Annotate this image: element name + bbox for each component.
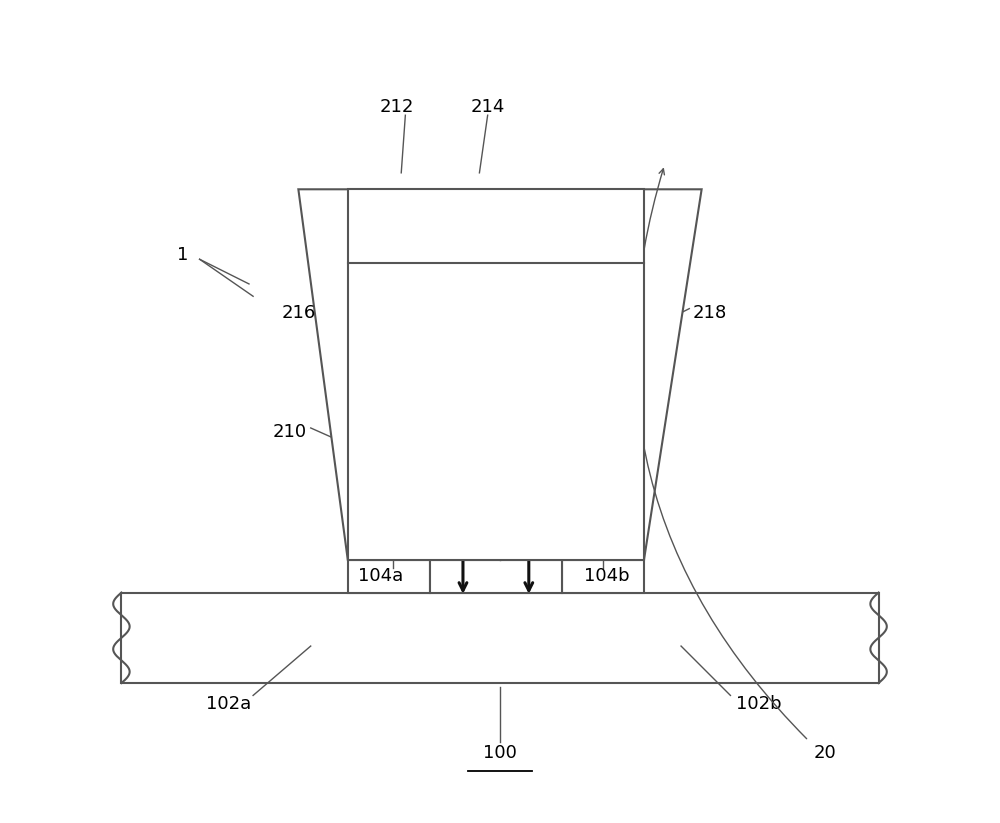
Text: 1: 1 (177, 246, 189, 264)
Text: 100: 100 (483, 744, 517, 762)
Text: 104a: 104a (358, 567, 403, 585)
Text: 210: 210 (273, 423, 307, 441)
Bar (121, 593, 879, 683)
Text: 212: 212 (380, 98, 414, 116)
Polygon shape (298, 189, 702, 560)
Text: 214: 214 (470, 98, 505, 116)
Text: 20: 20 (814, 744, 836, 762)
Text: 110: 110 (483, 522, 517, 540)
Bar (562, 560, 644, 593)
Bar (348, 189, 644, 560)
Text: 218: 218 (693, 304, 727, 322)
Text: 216: 216 (281, 304, 315, 322)
Text: 102a: 102a (206, 695, 251, 713)
Text: 104b: 104b (584, 567, 630, 585)
Bar (348, 560, 430, 593)
Text: 102b: 102b (736, 695, 782, 713)
Bar (430, 560, 562, 593)
